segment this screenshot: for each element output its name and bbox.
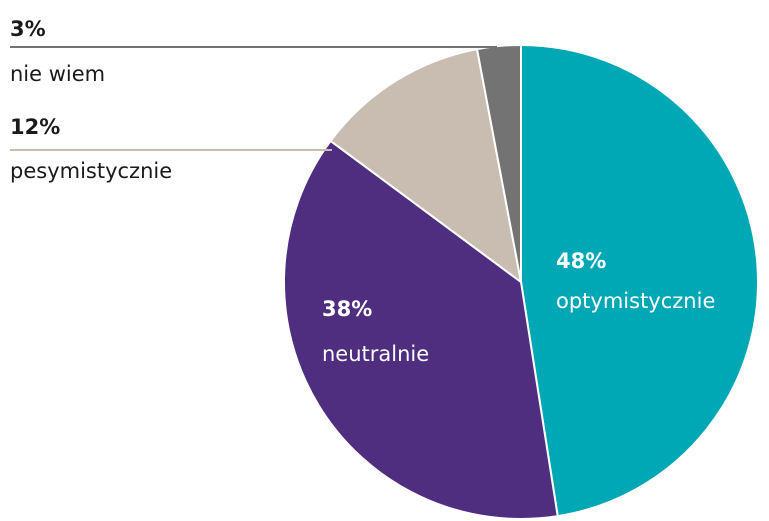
category-label: neutralnie xyxy=(322,342,429,366)
category-label: pesymistycznie xyxy=(10,159,172,183)
data-label: 38% xyxy=(322,297,372,321)
category-label: optymistycznie xyxy=(556,289,715,313)
data-label: 3% xyxy=(10,17,46,41)
pie-slice xyxy=(329,47,523,285)
data-label: 12% xyxy=(10,115,60,139)
pie-slice xyxy=(475,43,522,283)
pie-slice xyxy=(283,139,559,520)
category-label: nie wiem xyxy=(10,62,105,86)
pie-slice xyxy=(520,43,759,518)
data-label: 48% xyxy=(556,249,606,273)
